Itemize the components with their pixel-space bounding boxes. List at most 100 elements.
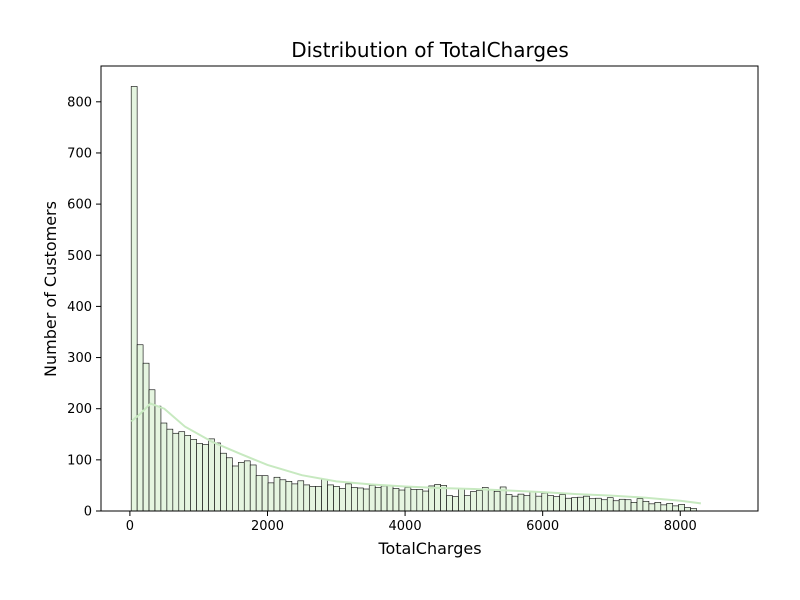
histogram-bar [368,485,376,512]
histogram-bar [541,492,549,512]
histogram-bar [630,502,638,512]
histogram-bar [595,497,602,512]
histogram-bar [321,478,328,512]
histogram-bar [297,480,305,512]
histogram-bar [142,362,150,512]
histogram-bar [517,493,525,512]
histogram-bar [446,495,453,512]
histogram-bar [481,487,489,512]
histogram-bar [523,495,531,512]
histogram-bar [589,498,596,512]
histogram-bar [606,497,614,512]
histogram-bar [285,481,293,512]
histogram-bar [666,503,674,512]
histogram-bar [202,444,209,512]
y-tick-label: 800 [67,95,92,110]
histogram-bar [351,487,358,512]
histogram-bar [279,479,287,512]
x-axis-label: TotalCharges [377,539,481,558]
y-tick-label: 100 [67,453,92,468]
histogram-bar [440,485,447,512]
histogram-bar [678,504,685,512]
histogram-bar [672,505,679,512]
histogram-bar [410,489,418,512]
histogram-bar [291,483,299,512]
histogram-bar [601,499,608,512]
histogram-bar [428,485,435,512]
histogram-bar [559,494,566,512]
histogram-bar [505,494,513,512]
histogram-bar [309,486,316,512]
histogram-bar [553,496,560,512]
histogram-bar [261,475,269,512]
histogram-bar [345,483,352,512]
histogram-bar [535,495,543,512]
x-tick-label: 6000 [526,519,559,534]
histogram-bar [357,487,364,512]
y-tick-label: 400 [67,300,92,315]
histogram-bar [487,489,495,512]
histogram-bar [178,431,186,512]
histogram-bar [571,497,578,512]
histogram-bar [476,490,483,512]
y-tick-label: 700 [67,146,92,161]
x-tick-label: 8000 [664,519,697,534]
y-tick-label: 0 [84,505,92,520]
histogram-bar [315,486,322,512]
histogram-bar [190,439,197,512]
histogram-bar [327,484,334,512]
histogram-bar [255,475,263,512]
histogram-bar [273,476,281,512]
y-tick-label: 500 [67,249,92,264]
y-axis-label: Number of Customers [41,201,60,377]
histogram-bar [249,464,257,512]
x-tick-label: 4000 [389,519,422,534]
histogram-bar [458,488,465,512]
histogram-bar [220,452,227,512]
x-tick-label: 0 [126,519,134,534]
histogram-bar [374,487,382,512]
histogram-bar [493,491,501,512]
histogram-bar [148,389,156,512]
kde-curve [130,402,702,505]
plot-frame [100,65,759,512]
histogram-bar [208,438,215,512]
histogram-bar [238,462,245,512]
histogram-bar [339,488,346,512]
histogram-bar [565,497,572,512]
histogram-bars [130,86,697,512]
histogram-bar [232,465,239,512]
histogram-bar [380,485,388,512]
histogram-bar [166,428,174,512]
histogram-bar [636,498,644,512]
histogram-bar [386,485,394,512]
histogram-bar [154,405,162,512]
histogram-bar [470,491,477,512]
chart-title: Distribution of TotalCharges [291,38,569,62]
histogram-bar [196,443,203,512]
histogram-bar [160,422,168,512]
histogram-bar [172,432,180,512]
histogram-bar [333,486,340,512]
histogram-bar [648,503,656,512]
histogram-bar [392,488,400,512]
histogram-bar [398,489,406,512]
histogram-bar [136,344,144,512]
histogram-bar [612,500,620,512]
histogram-bar [577,496,584,512]
y-tick-label: 200 [67,402,92,417]
histogram-bar [654,502,662,512]
histogram-bar [684,507,691,512]
y-axis-ticks: 0 100 200 300 400 500 600 700 800 [67,95,101,520]
histogram-bar [362,488,370,512]
histogram-bar [422,490,430,512]
y-tick-label: 300 [67,351,92,366]
histogram-bar [130,86,138,512]
histogram-bar [660,504,668,512]
histogram-bar [464,495,471,512]
histogram-bar [642,500,650,512]
y-tick-label: 600 [67,198,92,213]
histogram-bar [267,482,275,512]
histogram-bar [583,495,590,512]
histogram-bar [243,460,251,512]
